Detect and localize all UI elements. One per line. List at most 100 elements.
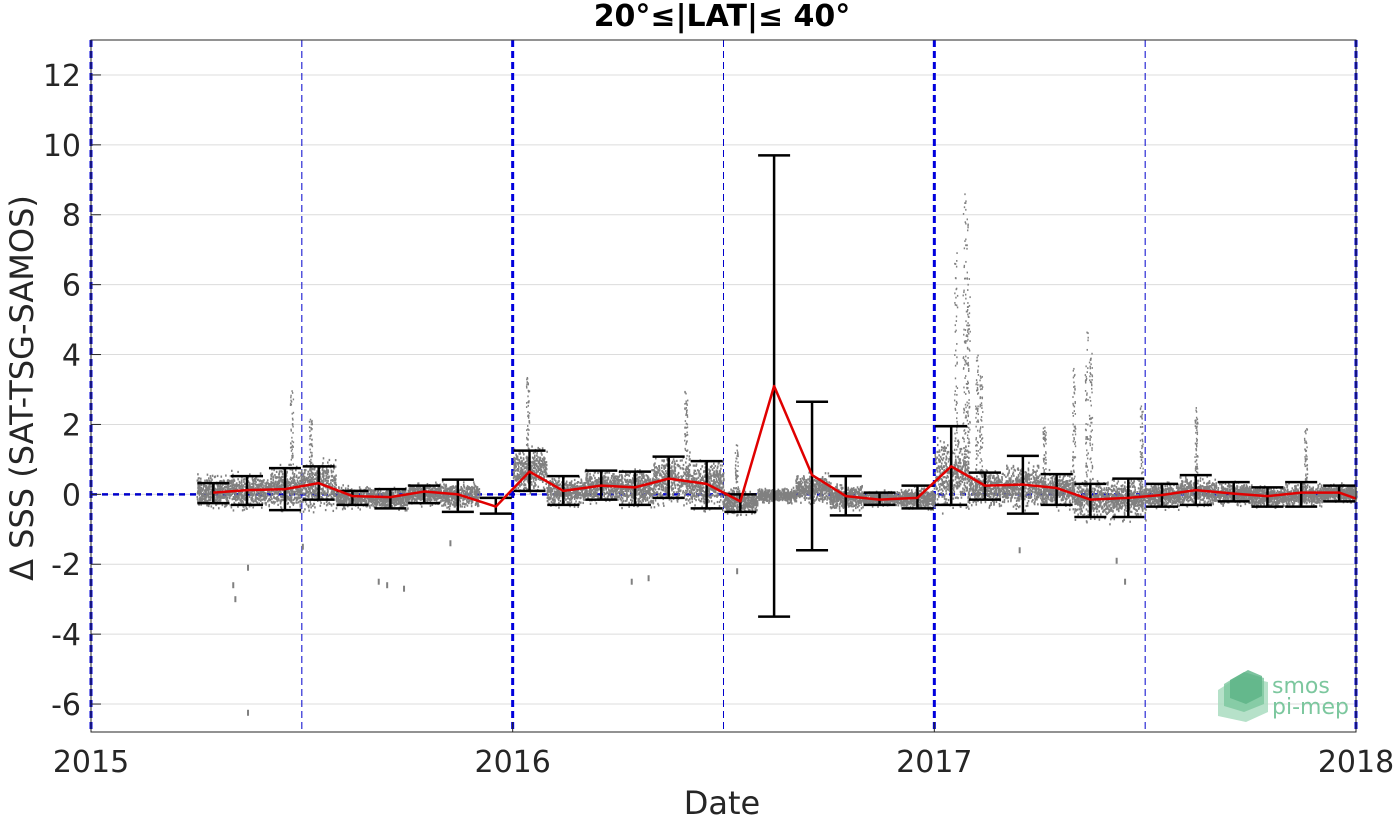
scatter-point <box>638 497 641 500</box>
scatter-point <box>255 500 258 503</box>
scatter-point <box>227 487 230 491</box>
scatter-point <box>604 492 607 495</box>
scatter-point <box>516 476 519 479</box>
scatter-point <box>271 501 274 504</box>
scatter-point <box>617 476 619 479</box>
scatter-point <box>537 485 540 488</box>
scatter-point <box>307 490 310 493</box>
scatter-point <box>287 480 290 484</box>
scatter-point <box>544 469 547 473</box>
scatter-point <box>306 478 309 481</box>
scatter-point <box>475 495 478 498</box>
scatter-point <box>468 486 471 489</box>
scatter-point <box>304 488 307 491</box>
scatter-point <box>541 453 543 456</box>
scatter-point <box>615 480 617 483</box>
scatter-point <box>580 494 582 497</box>
scatter-point <box>402 489 405 492</box>
scatter-point <box>304 508 306 511</box>
scatter-point <box>285 491 288 494</box>
scatter-point <box>304 468 307 472</box>
scatter-point <box>232 473 234 476</box>
scatter-point <box>295 475 298 479</box>
scatter-point <box>234 492 236 495</box>
scatter-point <box>558 492 561 495</box>
scatter-point <box>404 497 407 500</box>
scatter-point <box>450 501 452 505</box>
scatter-point <box>463 489 466 492</box>
scatter-point <box>240 485 243 488</box>
scatter-point <box>206 479 209 482</box>
scatter-point <box>401 497 404 501</box>
scatter-point <box>251 494 254 497</box>
scatter-point <box>310 506 312 509</box>
scatter-point <box>603 494 606 498</box>
scatter-point <box>198 497 201 500</box>
scatter-point <box>463 498 465 501</box>
scatter-point <box>347 487 349 490</box>
scatter-point <box>585 473 588 476</box>
scatter-point <box>375 500 378 503</box>
scatter-point <box>555 496 558 499</box>
scatter-point <box>270 490 273 493</box>
scatter-point <box>215 499 218 502</box>
scatter-point <box>451 503 454 506</box>
scatter-point <box>275 497 278 501</box>
scatter-point <box>203 485 205 488</box>
scatter-point <box>322 457 325 460</box>
scatter-point <box>298 482 301 485</box>
scatter-point <box>393 501 396 504</box>
scatter-point <box>297 491 299 494</box>
scatter-point <box>307 506 310 509</box>
scatter-point <box>452 490 455 493</box>
scatter-point <box>310 480 313 484</box>
scatter-point <box>363 491 365 494</box>
scatter-point <box>558 477 560 480</box>
scatter-point <box>221 486 223 489</box>
scatter-point <box>383 497 386 500</box>
scatter-point <box>235 496 238 499</box>
scatter-point <box>522 451 524 454</box>
scatter-point <box>197 486 200 490</box>
scatter-point <box>431 503 434 506</box>
scatter-point <box>251 487 253 490</box>
scatter-point <box>583 491 586 494</box>
scatter-point <box>239 485 241 488</box>
scatter-point <box>415 498 418 501</box>
scatter-point <box>405 496 408 499</box>
scatter-point <box>629 478 632 482</box>
scatter-point <box>219 499 222 502</box>
scatter-point <box>472 481 475 484</box>
scatter-point <box>378 492 381 495</box>
scatter-point <box>583 483 586 486</box>
scatter-point <box>233 501 236 504</box>
scatter-point <box>289 505 291 509</box>
scatter-point <box>592 491 595 494</box>
scatter-point <box>322 475 324 478</box>
scatter-point <box>264 482 266 485</box>
scatter-point <box>617 491 620 494</box>
scatter-point <box>634 468 636 471</box>
scatter-point <box>418 497 421 500</box>
scatter-point <box>465 499 468 502</box>
scatter-point <box>273 502 275 505</box>
scatter-point <box>434 488 437 491</box>
scatter-point <box>444 495 446 498</box>
scatter-point <box>274 497 276 500</box>
scatter-point <box>514 461 516 464</box>
scatter-point <box>325 466 328 469</box>
scatter-point <box>560 484 563 487</box>
scatter-point <box>366 505 369 508</box>
scatter-point <box>330 482 332 485</box>
scatter-point <box>533 456 536 459</box>
scatter-point <box>323 470 326 473</box>
scatter-point <box>357 493 359 496</box>
scatter-point <box>226 479 229 483</box>
scatter-point <box>326 503 329 506</box>
scatter-point <box>441 480 444 483</box>
scatter-point <box>362 492 365 496</box>
scatter-point <box>545 471 547 474</box>
scatter-point <box>345 500 348 503</box>
scatter-point <box>232 481 235 484</box>
scatter-point <box>327 494 330 498</box>
